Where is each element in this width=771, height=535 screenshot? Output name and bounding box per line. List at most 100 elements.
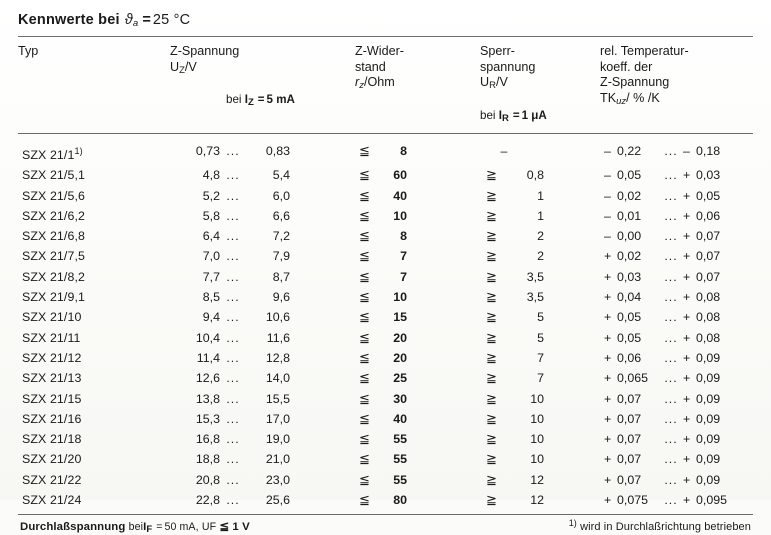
- tk-max-sign: +: [683, 432, 691, 447]
- tk-max-sign: +: [683, 371, 691, 386]
- typ-name: SZX 21/8,2: [22, 269, 85, 284]
- tk-min-sign: +: [604, 249, 612, 264]
- tk-min-sign: +: [604, 371, 612, 386]
- rz-value: 40: [393, 411, 407, 426]
- typ-name: SZX 21/9,1: [22, 290, 85, 305]
- cell-typ: SZX 21/7,5: [18, 246, 170, 266]
- ir-value: 1 μA: [521, 108, 547, 122]
- uz-max: 21,0: [265, 452, 290, 467]
- rz-relation: ≦: [359, 410, 370, 426]
- tk-range-ellipsis: ...: [664, 391, 678, 406]
- tk-symbol: TK: [600, 90, 617, 105]
- uf-symbol: UF: [201, 521, 217, 534]
- iz-subscript: Z: [247, 97, 254, 108]
- rz-value: 20: [393, 350, 407, 365]
- tk-min-sign: +: [604, 411, 612, 426]
- uz-min: 18,8: [195, 452, 220, 467]
- tk-max-value: 0,09: [696, 371, 721, 386]
- tk-max-sign: +: [683, 472, 691, 487]
- typ-name: SZX 21/16: [22, 411, 82, 426]
- table-row: SZX 21/5,1 4,8... 5,4 ≦ 60 ≧ 0,8 –0,05... +0,03: [18, 165, 753, 185]
- tk-range-ellipsis: ...: [664, 208, 678, 223]
- rz-relation: ≦: [359, 349, 370, 365]
- rz-value: 55: [393, 472, 407, 487]
- uz-min: 8,5: [202, 290, 220, 305]
- tk-min-value: 0,05: [617, 168, 642, 183]
- tk-min-value: 0,065: [617, 371, 649, 386]
- uz-min: 0,73: [195, 144, 220, 158]
- cell-typ: SZX 21/9,1: [18, 287, 170, 307]
- ambient-temperature-condition: ϑa = 25 °C: [125, 12, 191, 29]
- table-row: SZX 21/10 9,4... 10,6 ≦ 15 ≧ 5 +0,05... +0,08: [18, 307, 753, 327]
- uz-min: 15,3: [195, 411, 220, 426]
- cell-typ: SZX 21/24: [18, 490, 170, 510]
- uz-subscript: Z: [179, 64, 185, 76]
- cell-typ: SZX 21/6,2: [18, 206, 170, 226]
- tk-max-sign: +: [683, 188, 691, 203]
- tk-max-value: 0,03: [696, 168, 721, 183]
- rule-below-header: [18, 133, 753, 134]
- cell-temperaturkoeff: +0,05... +0,08: [600, 307, 753, 327]
- typ-name: SZX 21/6,8: [22, 229, 85, 244]
- theta-subscript: a: [132, 17, 139, 29]
- tk-min-value: 0,05: [617, 330, 642, 345]
- cell-z-spannung: 7,0... 7,9: [170, 246, 355, 266]
- ur-value: 5: [537, 310, 544, 325]
- cell-typ: SZX 21/22: [18, 470, 170, 490]
- uz-max: 0,83: [265, 144, 290, 158]
- uf-limit: 1 V: [232, 521, 250, 534]
- tk-range-ellipsis: ...: [664, 269, 678, 284]
- cell-z-widerstand: ≦ 40: [355, 186, 480, 206]
- tk-min-value: 0,07: [617, 411, 642, 426]
- typ-name: SZX 21/22: [22, 472, 82, 487]
- tk-max-sign: +: [683, 208, 691, 223]
- tk-max-sign: –: [683, 144, 690, 158]
- forward-voltage-bei: bei: [128, 521, 144, 534]
- ur-relation: ≧: [486, 390, 497, 406]
- tk-min-value: 0,07: [617, 432, 642, 447]
- cell-typ: SZX 21/5,1: [18, 165, 170, 185]
- uz-max: 17,0: [265, 411, 290, 426]
- uz-min: 5,8: [202, 208, 220, 223]
- tk-range-ellipsis: ...: [664, 290, 678, 305]
- rz-value: 80: [393, 493, 407, 508]
- cell-typ: SZX 21/10: [18, 307, 170, 327]
- cell-temperaturkoeff: +0,07... +0,09: [600, 449, 753, 469]
- cell-z-widerstand: ≦ 40: [355, 409, 480, 429]
- typ-name: SZX 21/5,6: [22, 188, 85, 203]
- cell-z-spannung: 6,4... 7,2: [170, 226, 355, 246]
- rz-relation: ≦: [359, 207, 370, 223]
- cell-temperaturkoeff: +0,03... +0,07: [600, 267, 753, 287]
- cell-z-spannung: 0,73... 0,83: [170, 141, 355, 165]
- header-z-widerstand-line1: Z-Wider-: [355, 44, 404, 58]
- header-sperrspannung-symbol: UR/V: [480, 75, 594, 94]
- rz-symbol: r: [355, 75, 360, 89]
- cell-z-widerstand: ≦ 20: [355, 348, 480, 368]
- rz-value: 8: [400, 229, 407, 244]
- cell-temperaturkoeff: +0,07... +0,09: [600, 409, 753, 429]
- uz-range-ellipsis: ...: [226, 472, 240, 487]
- cell-sperrspannung: ≧ 10: [480, 389, 600, 409]
- uz-min: 11,4: [196, 350, 220, 365]
- ur-value: 2: [537, 229, 544, 244]
- table-row: SZX 21/7,5 7,0... 7,9 ≦ 7 ≧ 2 +0,02... +0,07: [18, 246, 753, 266]
- tk-max-value: 0,05: [696, 188, 721, 203]
- uz-min: 13,8: [195, 391, 220, 406]
- tk-max-sign: +: [683, 452, 691, 467]
- cell-z-spannung: 22,8... 25,6: [170, 490, 355, 510]
- uz-range-ellipsis: ...: [226, 330, 240, 345]
- cell-typ: SZX 21/8,2: [18, 267, 170, 287]
- cell-temperaturkoeff: –0,05... +0,03: [600, 165, 753, 185]
- table-body: SZX 21/11) 0,73... 0,83 ≦ 8– –0,22... –0,18 SZX…: [18, 134, 753, 510]
- table-row: SZX 21/15 13,8... 15,5 ≦ 30 ≧ 10 +0,07... +0,09: [18, 389, 753, 409]
- cell-z-spannung: 16,8... 19,0: [170, 429, 355, 449]
- uz-range-ellipsis: ...: [226, 208, 240, 223]
- rz-relation: ≦: [359, 289, 370, 305]
- cell-sperrspannung: ≧ 10: [480, 449, 600, 469]
- rz-relation: ≦: [359, 187, 370, 203]
- cell-z-widerstand: ≦ 20: [355, 328, 480, 348]
- typ-name: SZX 21/24: [22, 493, 82, 508]
- uz-unit: /V: [184, 59, 197, 74]
- rz-relation: ≦: [359, 370, 370, 386]
- uz-max: 11,6: [266, 330, 290, 345]
